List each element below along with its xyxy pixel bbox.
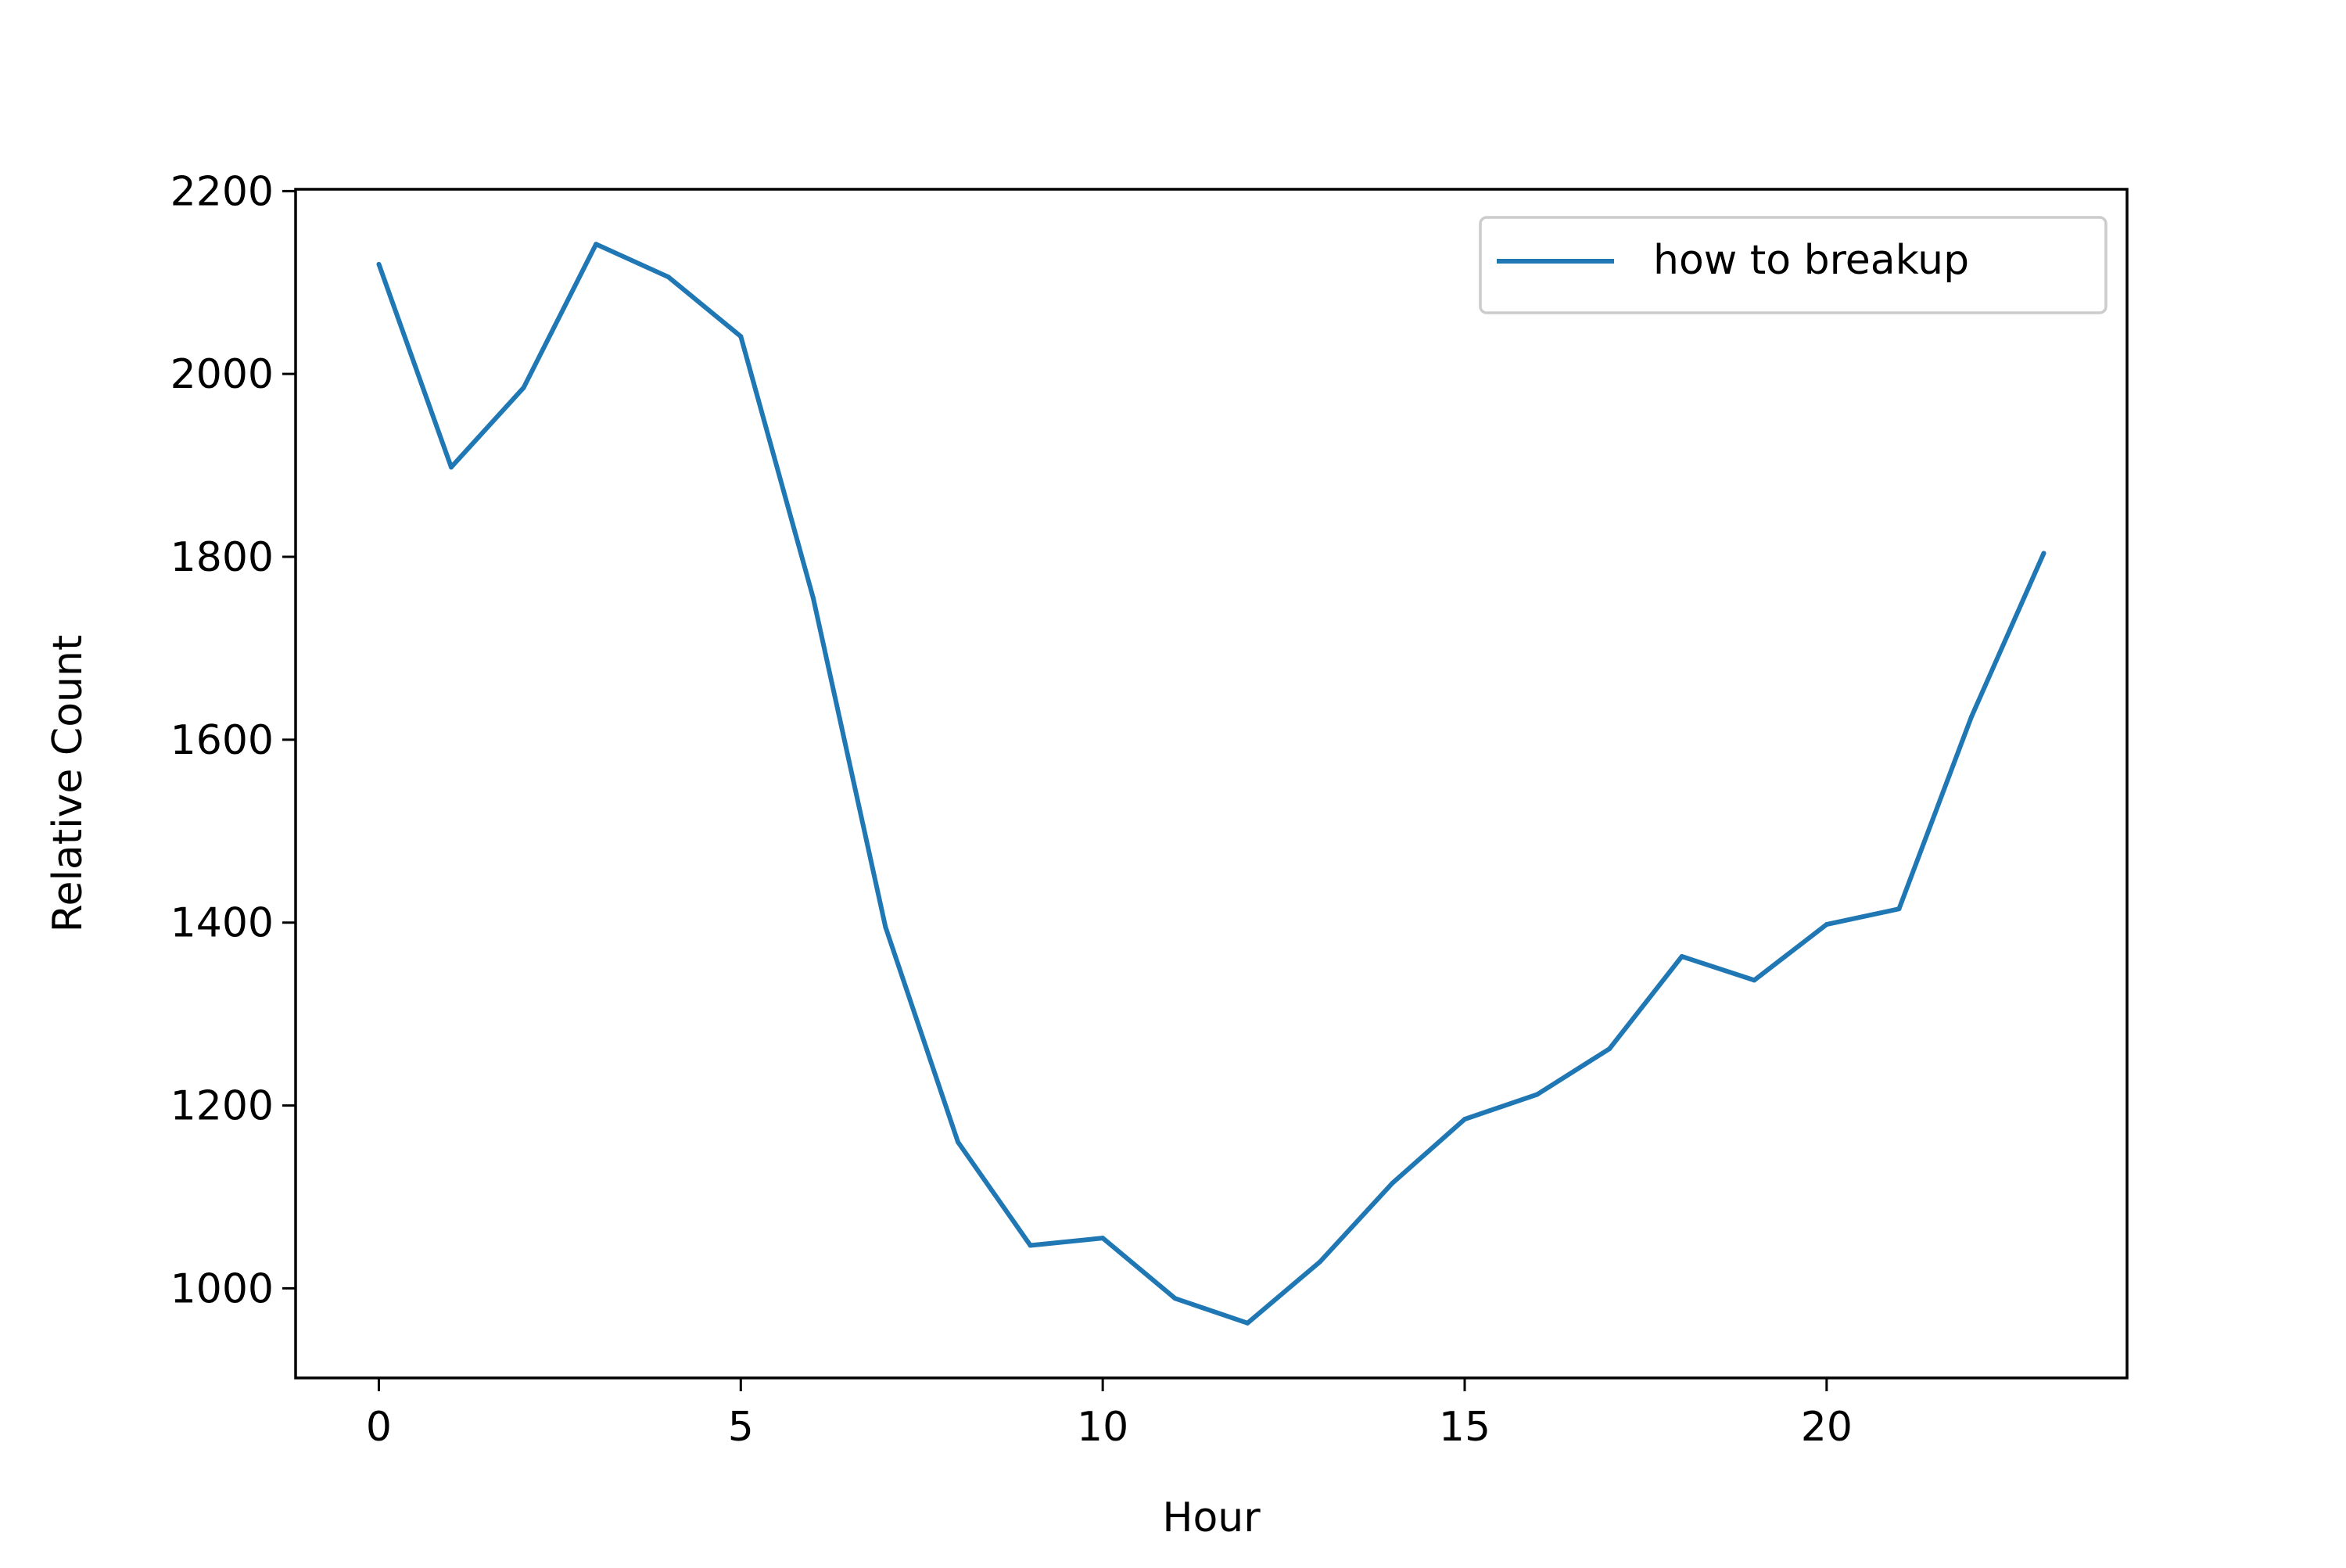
x-tick-label: 15 [1439,1404,1490,1451]
y-tick-label: 1800 [170,534,274,581]
y-axis-label: Relative Count [45,635,91,933]
x-tick-label: 10 [1077,1404,1128,1451]
data-point [1752,978,1757,983]
data-point [1968,714,1974,719]
data-point [1172,1296,1178,1301]
x-tick-label: 5 [728,1404,754,1451]
data-point [594,242,599,247]
plot-frame [294,188,2129,1380]
data-point [521,385,526,390]
data-point [1028,1243,1033,1248]
data-point [1245,1320,1250,1326]
data-point [1100,1236,1106,1241]
data-point [1534,1092,1540,1097]
data-point [1679,953,1684,959]
data-point [665,274,671,280]
data-point [810,595,816,601]
series-layer [376,242,2046,1326]
y-tick-label: 2200 [170,168,274,215]
y-tick-label: 1400 [170,900,274,947]
x-tick-label: 20 [1801,1404,1853,1451]
y-tick-label: 1200 [170,1083,274,1130]
series-line [376,242,2046,1326]
data-point [738,334,744,339]
data-point [956,1139,961,1145]
x-axis-ticks: 0 5 10 15 20 [366,1378,1853,1451]
x-axis-label: Hour [1162,1494,1261,1541]
data-point [1607,1046,1612,1052]
data-point [2041,551,2046,556]
data-point [1317,1259,1322,1265]
y-axis-ticks: 1000 1200 1400 1600 1800 2000 2200 [170,168,296,1312]
data-point [449,465,454,470]
data-point [1896,906,1902,912]
data-point [1390,1180,1395,1186]
x-tick-label: 0 [366,1404,392,1451]
data-point [883,924,888,930]
data-point [1824,922,1829,928]
data-point [376,261,382,267]
y-tick-label: 2000 [170,351,274,398]
y-tick-label: 1600 [170,717,274,764]
legend-label: how to breakup [1653,237,1969,284]
data-point [1462,1117,1467,1122]
legend-box [1479,216,2107,314]
y-tick-label: 1000 [170,1265,274,1312]
legend: how to breakup [1479,216,2107,314]
